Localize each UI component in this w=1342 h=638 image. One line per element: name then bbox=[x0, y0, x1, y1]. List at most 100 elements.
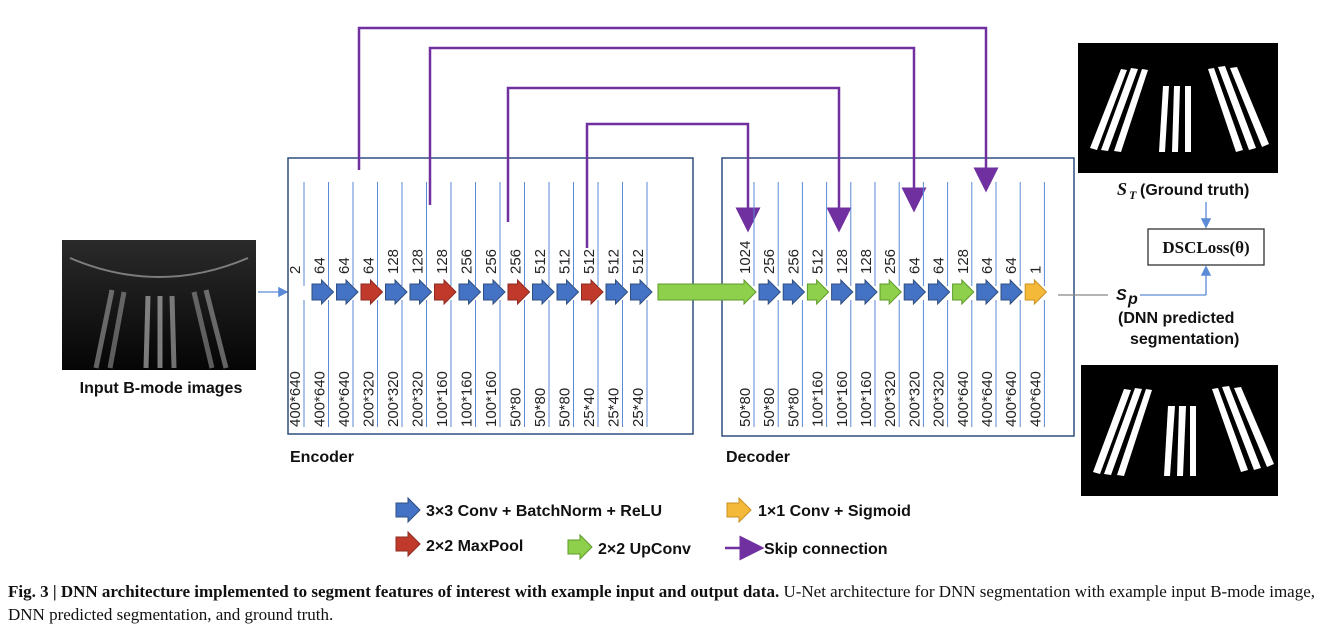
legend-sigmoid-label: 1×1 Conv + Sigmoid bbox=[758, 503, 911, 520]
decoder-channels-1: 256 bbox=[761, 249, 778, 274]
decoder-arrow-8 bbox=[952, 278, 975, 306]
encoder-channels-6: 128 bbox=[434, 249, 451, 274]
decoder-size-9: 400*640 bbox=[955, 371, 972, 427]
loss-box bbox=[1147, 228, 1265, 266]
encoder-size-10: 50*80 bbox=[532, 388, 549, 427]
decoder-layers: 1024 50*80 256 50*80 256 50*80 512 100*160 128 10… bbox=[737, 182, 1048, 427]
prediction-label-line2: segmentation) bbox=[1130, 331, 1239, 348]
encoder-channels-7: 256 bbox=[459, 249, 476, 274]
decoder-arrow-1 bbox=[782, 278, 806, 306]
decoder-size-8: 200*320 bbox=[931, 371, 948, 427]
encoder-channels-9: 256 bbox=[508, 249, 525, 274]
decoder-channels-6: 256 bbox=[882, 249, 899, 274]
legend-skip-label: Skip connection bbox=[764, 541, 888, 558]
legend-pool-label: 2×2 MaxPool bbox=[426, 538, 523, 555]
caption-text: U-Net architecture for DNN segmentation … bbox=[8, 582, 1316, 624]
encoder-arrow-12 bbox=[605, 278, 629, 306]
decoder-arrow-7 bbox=[927, 278, 951, 306]
encoder-arrow-6 bbox=[458, 278, 482, 306]
encoder-channels-5: 128 bbox=[410, 249, 427, 274]
decoder-arrow-10 bbox=[1000, 278, 1023, 306]
predicted-segmentation-image bbox=[1081, 365, 1278, 496]
skip-connection-1 bbox=[357, 26, 999, 193]
legend-upconv-arrow bbox=[567, 533, 593, 561]
decoder-channels-0: 1024 bbox=[737, 241, 754, 274]
encoder-size-14: 25*40 bbox=[630, 388, 647, 427]
decoder-size-6: 200*320 bbox=[882, 371, 899, 427]
encoder-size-6: 100*160 bbox=[434, 371, 451, 427]
decoder-size-0: 50*80 bbox=[737, 388, 754, 427]
encoder-arrow-13 bbox=[630, 278, 653, 306]
decoder-size-12: 400*640 bbox=[1027, 371, 1044, 427]
decoder-arrow-11 bbox=[1024, 278, 1048, 306]
encoder-arrow-3 bbox=[385, 278, 408, 306]
decoder-label: Decoder bbox=[726, 449, 790, 466]
decoder-arrow-3 bbox=[831, 278, 854, 306]
legend-conv-label: 3×3 Conv + BatchNorm + ReLU bbox=[426, 503, 662, 520]
input-label: Input B-mode images bbox=[80, 380, 243, 397]
skip-connections bbox=[357, 26, 999, 248]
decoder-arrow-2 bbox=[806, 278, 830, 306]
encoder-arrow-2 bbox=[360, 278, 384, 306]
legend-pool: 2×2 MaxPool bbox=[395, 530, 523, 558]
encoder-size-3: 200*320 bbox=[361, 371, 378, 427]
encoder-channels-14: 512 bbox=[630, 249, 647, 274]
encoder-arrow-0 bbox=[311, 278, 335, 306]
skip-connection-3 bbox=[506, 86, 852, 233]
encoder-arrow-9 bbox=[532, 278, 555, 306]
encoder-size-9: 50*80 bbox=[508, 388, 525, 427]
encoder-channels-2: 64 bbox=[336, 257, 353, 274]
caption-bold: Fig. 3 | DNN architecture implemented to… bbox=[8, 582, 780, 601]
st-symbol-sub: T bbox=[1129, 188, 1137, 202]
encoder-arrow-5 bbox=[434, 278, 457, 306]
prediction-label-line1: (DNN predicted bbox=[1118, 310, 1234, 327]
decoder-size-1: 50*80 bbox=[761, 388, 778, 427]
encoder-channels-0: 2 bbox=[287, 266, 304, 274]
decoder-arrow-0 bbox=[758, 278, 781, 306]
sp-symbol: S p bbox=[1116, 287, 1138, 308]
encoder-channels-11: 512 bbox=[557, 249, 574, 274]
decoder-channels-8: 64 bbox=[931, 257, 948, 274]
encoder-arrow-14 bbox=[657, 278, 757, 306]
decoder-size-3: 100*160 bbox=[810, 371, 827, 427]
encoder-arrow-8 bbox=[507, 278, 531, 306]
encoder-size-0: 400*640 bbox=[287, 371, 304, 427]
ground-truth-label: (Ground truth) bbox=[1140, 182, 1249, 199]
encoder-channels-1: 64 bbox=[312, 257, 329, 274]
figure-caption: Fig. 3 | DNN architecture implemented to… bbox=[8, 580, 1338, 626]
encoder-channels-12: 512 bbox=[581, 249, 598, 274]
sp-symbol-letter: S bbox=[1116, 287, 1127, 304]
encoder-layers: 2 400*640 64 400*640 64 400*640 64 200*320 128 20… bbox=[287, 182, 757, 427]
legend: 3×3 Conv + BatchNorm + ReLU 1×1 Conv + S… bbox=[395, 496, 911, 561]
encoder-size-8: 100*160 bbox=[483, 371, 500, 427]
decoder-channels-12: 1 bbox=[1027, 266, 1044, 274]
legend-conv-arrow bbox=[395, 496, 421, 524]
decoder-size-10: 400*640 bbox=[979, 371, 996, 427]
decoder-size-5: 100*160 bbox=[858, 371, 875, 427]
st-label: S T (Ground truth) bbox=[1117, 179, 1249, 202]
unet-diagram: Input B-mode images Encoder Decoder 2 400… bbox=[62, 26, 1278, 561]
encoder-arrow-7 bbox=[483, 278, 506, 306]
encoder-size-12: 25*40 bbox=[581, 388, 598, 427]
encoder-channels-4: 128 bbox=[385, 249, 402, 274]
legend-conv: 3×3 Conv + BatchNorm + ReLU bbox=[395, 496, 662, 524]
encoder-size-4: 200*320 bbox=[385, 371, 402, 427]
encoder-channels-8: 256 bbox=[483, 249, 500, 274]
decoder-size-2: 50*80 bbox=[785, 388, 802, 427]
encoder-size-13: 25*40 bbox=[606, 388, 623, 427]
encoder-size-7: 100*160 bbox=[459, 371, 476, 427]
decoder-arrow-4 bbox=[855, 278, 878, 306]
decoder-channels-9: 128 bbox=[955, 249, 972, 274]
input-bmode-image bbox=[62, 240, 256, 370]
decoder-channels-5: 128 bbox=[858, 249, 875, 274]
decoder-channels-11: 64 bbox=[1003, 257, 1020, 274]
encoder-arrow-11 bbox=[581, 278, 604, 306]
legend-pool-arrow bbox=[395, 530, 421, 558]
encoder-channels-3: 64 bbox=[361, 257, 378, 274]
encoder-label: Encoder bbox=[290, 449, 354, 466]
encoder-arrow-4 bbox=[409, 278, 433, 306]
encoder-arrow-10 bbox=[556, 278, 580, 306]
decoder-arrow-5 bbox=[879, 278, 902, 306]
ground-truth-image bbox=[1078, 43, 1278, 173]
skip-connection-2 bbox=[428, 46, 927, 213]
